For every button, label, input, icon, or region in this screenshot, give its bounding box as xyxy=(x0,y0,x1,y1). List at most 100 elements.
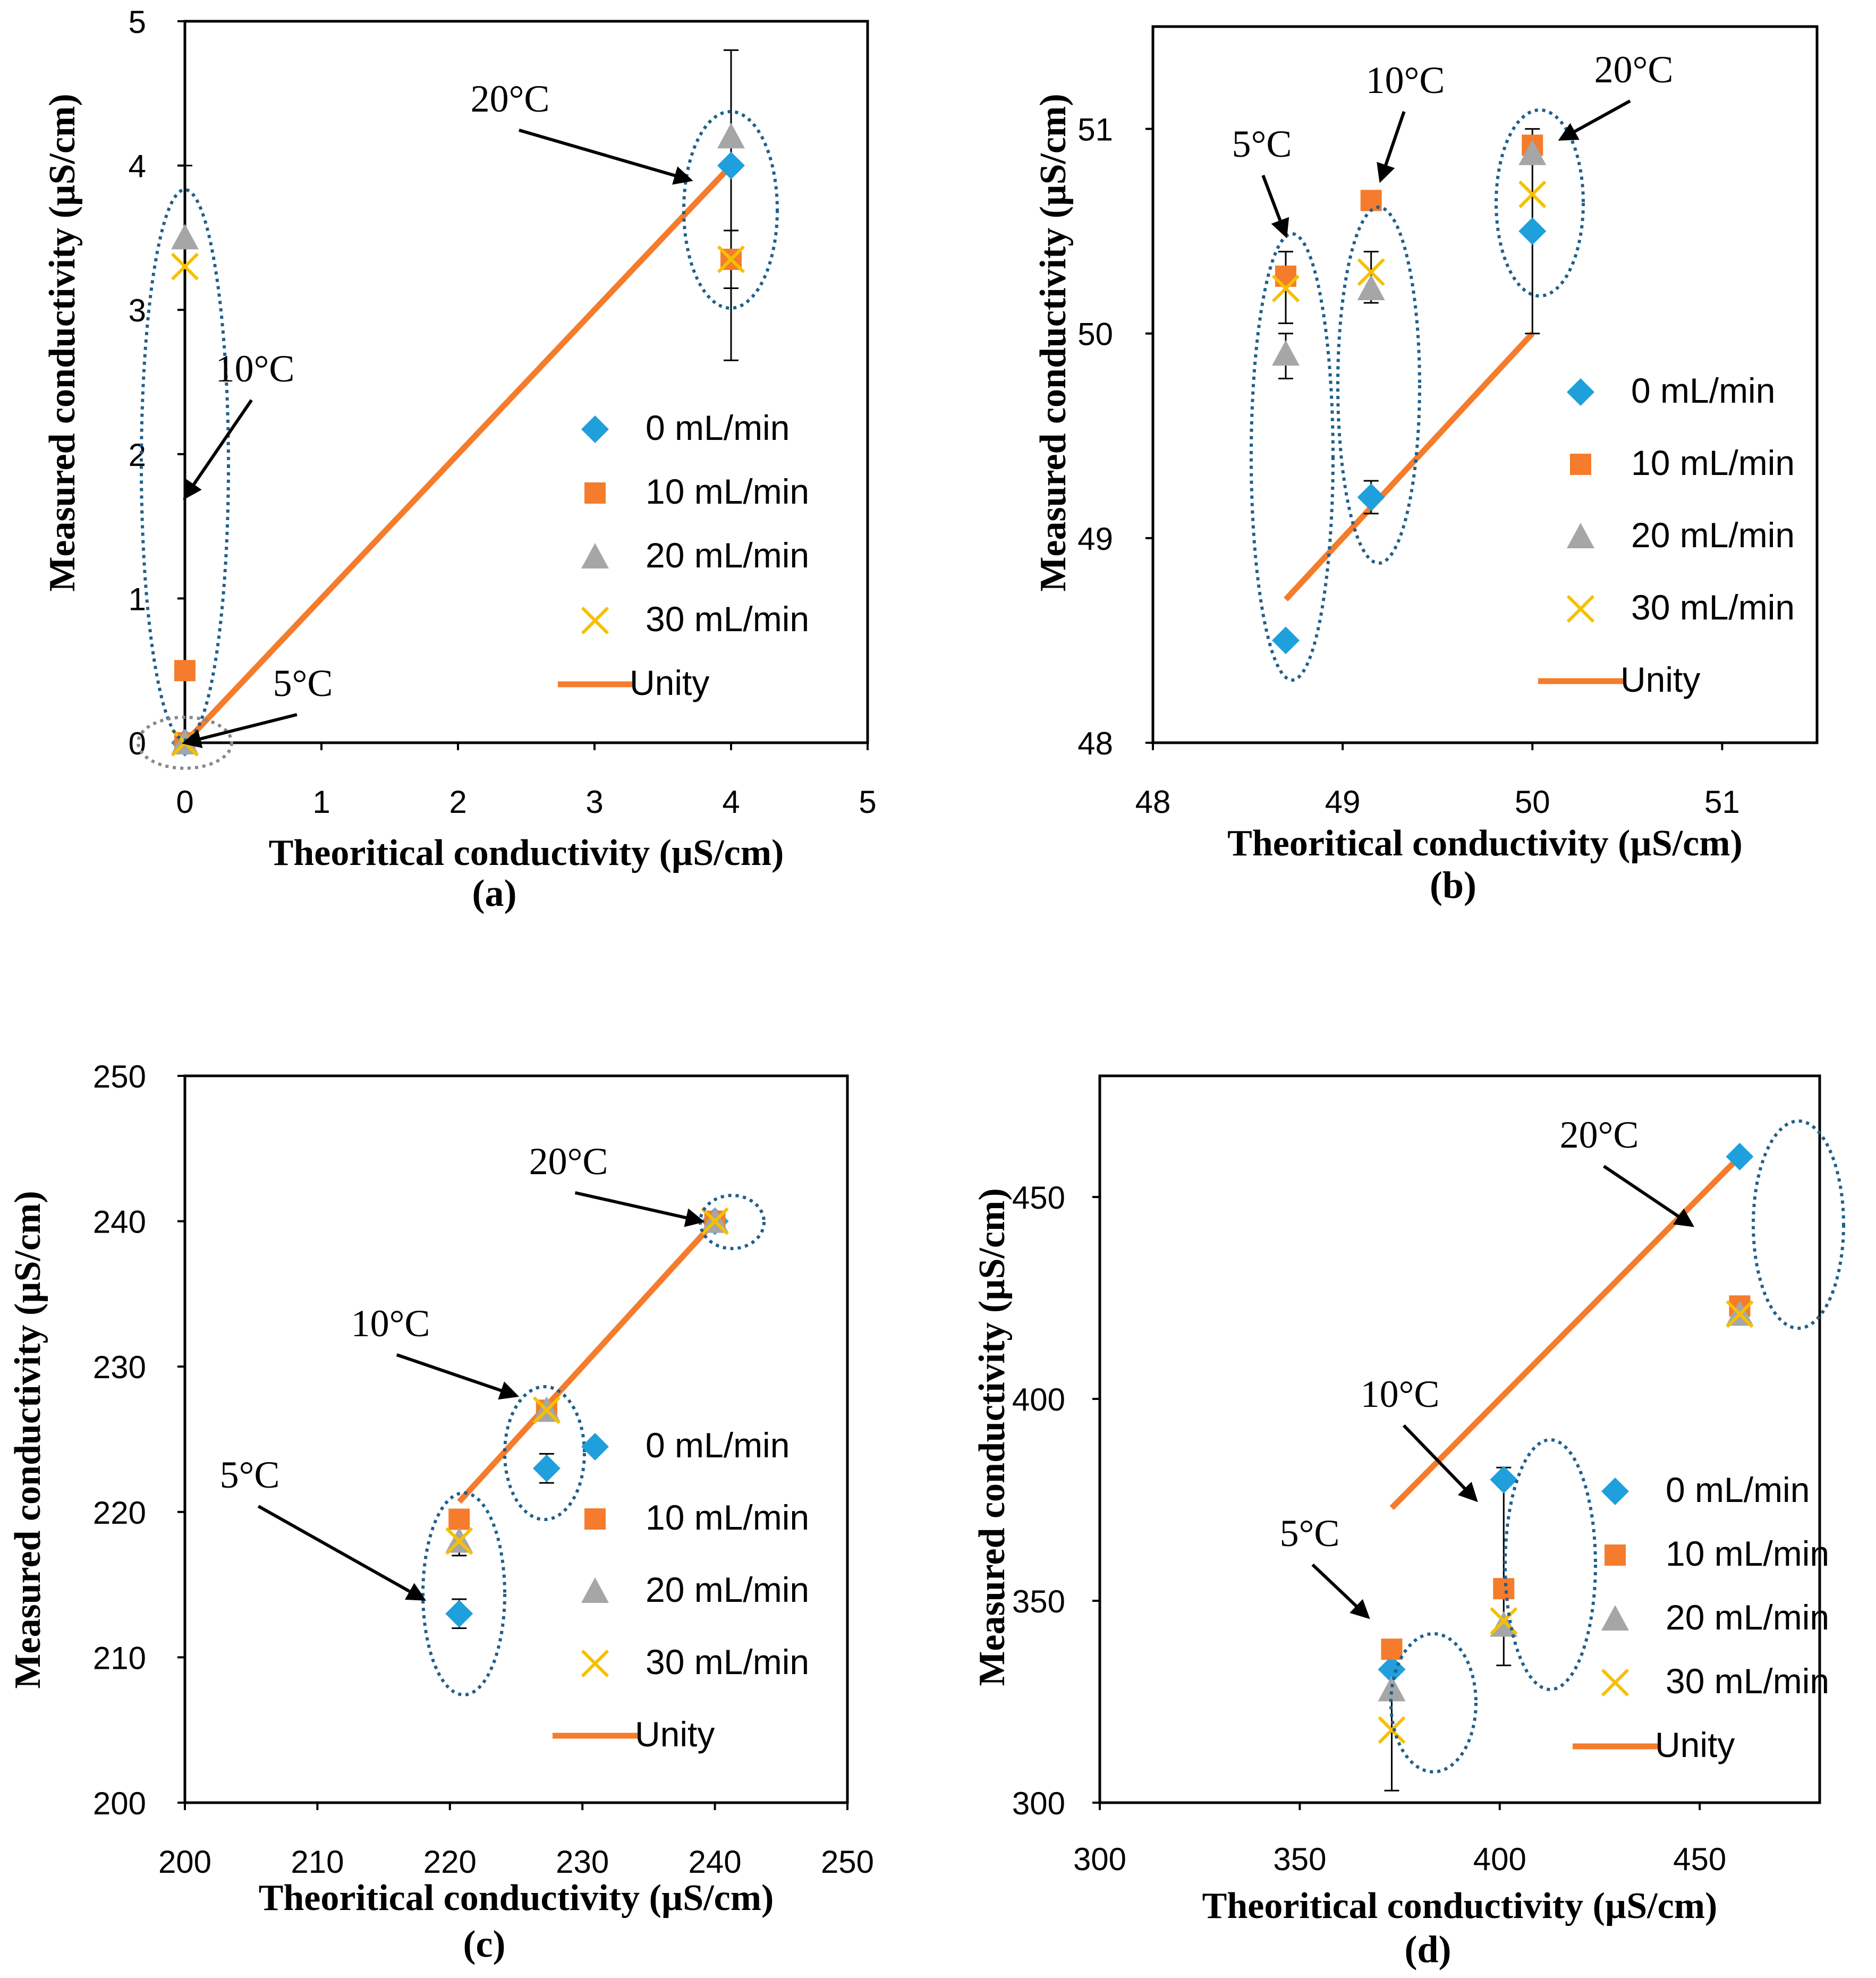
y-tick-label: 450 xyxy=(1012,1180,1065,1216)
data-point-s0 xyxy=(532,1454,561,1482)
plot-frame xyxy=(1098,1074,1821,1804)
temperature-annotation: 5°C xyxy=(1232,123,1292,165)
y-tick-label: 4 xyxy=(129,149,146,184)
x-tick-label: 250 xyxy=(821,1844,874,1880)
group-ellipse xyxy=(137,716,233,770)
data-point-s10 xyxy=(174,660,196,682)
temperature-annotation: 10°C xyxy=(1361,1373,1440,1415)
group-ellipse xyxy=(1336,206,1421,565)
legend-label: 0 mL/min xyxy=(646,408,790,447)
temperature-annotation: 20°C xyxy=(1560,1114,1639,1156)
data-point-s30-stroke-2 xyxy=(532,1396,561,1424)
temperature-annotation: 5°C xyxy=(220,1454,280,1496)
data-point-s0 xyxy=(445,1600,473,1628)
y-tick-label: 200 xyxy=(93,1786,146,1821)
group-ellipse xyxy=(503,1385,586,1521)
unity-line xyxy=(1283,331,1535,602)
legend-marker-s30 xyxy=(1566,595,1595,623)
data-point-s20 xyxy=(171,224,199,250)
data-point-s30 xyxy=(1271,274,1300,303)
data-point-s30 xyxy=(701,1207,729,1235)
legend-marker-s30-stroke-2 xyxy=(1566,595,1595,623)
x-tick-label: 48 xyxy=(1135,784,1171,820)
legend-marker-s0 xyxy=(1567,378,1594,406)
legend-label: 20 mL/min xyxy=(1631,515,1795,555)
temperature-annotation: 20°C xyxy=(1594,48,1674,91)
data-point-s20 xyxy=(1357,274,1385,300)
data-point-s10 xyxy=(1275,265,1296,287)
data-point-s30-stroke-2 xyxy=(445,1527,473,1555)
x-tick-label: 240 xyxy=(689,1844,742,1880)
data-point-s30-stroke-2 xyxy=(717,245,745,274)
y-tick-label: 50 xyxy=(1077,317,1113,352)
legend-label: 0 mL/min xyxy=(1631,371,1775,410)
x-tick-label: 51 xyxy=(1704,784,1740,820)
legend-label: 20 mL/min xyxy=(646,536,809,575)
x-tick-label: 350 xyxy=(1273,1841,1326,1877)
y-tick-label: 250 xyxy=(93,1059,146,1094)
legend-marker-s10 xyxy=(1570,454,1591,475)
x-tick-label: 4 xyxy=(722,784,740,820)
legend-marker-s0 xyxy=(581,415,609,443)
y-tick-label: 210 xyxy=(93,1640,146,1676)
x-tick-label: 50 xyxy=(1515,784,1550,820)
data-point-s10 xyxy=(1493,1578,1515,1600)
x-tick-label: 1 xyxy=(312,784,330,820)
unity-line xyxy=(457,1219,717,1504)
y-axis-label: Measured conductivity (µS/cm) xyxy=(7,1191,48,1688)
legend-marker-s20 xyxy=(1567,523,1594,548)
legend-marker-s30-stroke-2 xyxy=(1601,1668,1629,1697)
legend-marker-s20 xyxy=(581,543,609,568)
x-axis-label: Theoritical conductivity (µS/cm) xyxy=(259,1878,774,1918)
x-tick-label: 210 xyxy=(291,1844,344,1880)
x-tick-label: 3 xyxy=(585,784,603,820)
legend-label: 0 mL/min xyxy=(1666,1470,1810,1509)
data-point-s30 xyxy=(532,1396,561,1424)
annotation-arrow xyxy=(574,1191,705,1227)
data-point-s20 xyxy=(1518,139,1547,165)
legend-marker-s30 xyxy=(581,1649,609,1678)
data-point-s0 xyxy=(1518,217,1547,245)
y-tick-label: 400 xyxy=(1012,1382,1065,1417)
legend-marker-s10 xyxy=(584,482,606,504)
y-tick-label: 1 xyxy=(129,581,146,617)
x-tick-label: 300 xyxy=(1073,1841,1126,1877)
legend-label: 30 mL/min xyxy=(646,1642,809,1682)
group-ellipse xyxy=(1250,232,1335,682)
data-point-s30-stroke-2 xyxy=(1271,274,1300,303)
data-point-s20 xyxy=(1378,1676,1406,1702)
temperature-annotation: 5°C xyxy=(1280,1512,1340,1555)
legend-label: 30 mL/min xyxy=(1631,588,1795,627)
panel-letter: (c) xyxy=(463,1923,506,1965)
legend-label: 10 mL/min xyxy=(646,1498,809,1537)
legend-marker-s30-stroke-2 xyxy=(581,1649,609,1678)
annotation-arrow xyxy=(519,129,693,185)
data-point-s30-stroke-2 xyxy=(701,1207,729,1235)
data-point-s30 xyxy=(717,245,745,274)
panel-letter: (a) xyxy=(472,872,517,914)
data-point-s30-stroke-2 xyxy=(1518,180,1547,208)
legend-label: Unity xyxy=(630,663,709,702)
data-point-s30 xyxy=(445,1527,473,1555)
legend-label: 10 mL/min xyxy=(1666,1534,1829,1573)
annotation-arrow xyxy=(1377,111,1406,183)
x-axis-label: Theoritical conductivity (µS/cm) xyxy=(1202,1886,1718,1926)
x-tick-label: 230 xyxy=(556,1844,609,1880)
group-ellipse xyxy=(682,110,779,310)
legend-marker-s20 xyxy=(1601,1605,1629,1631)
group-ellipse xyxy=(1504,1438,1597,1691)
legend-label: 20 mL/min xyxy=(646,1570,809,1609)
temperature-annotation: 10°C xyxy=(1366,59,1445,101)
y-tick-label: 220 xyxy=(93,1495,146,1531)
y-tick-label: 300 xyxy=(1012,1786,1065,1821)
x-tick-label: 0 xyxy=(176,784,193,820)
data-point-s0 xyxy=(1726,1143,1754,1170)
annotation-arrow xyxy=(182,713,298,749)
legend-marker-s30-stroke-2 xyxy=(581,606,609,635)
data-point-s30 xyxy=(171,252,199,281)
panel-letter: (d) xyxy=(1405,1928,1451,1971)
y-axis-label: Measured conductivity (µS/cm) xyxy=(1033,94,1074,591)
